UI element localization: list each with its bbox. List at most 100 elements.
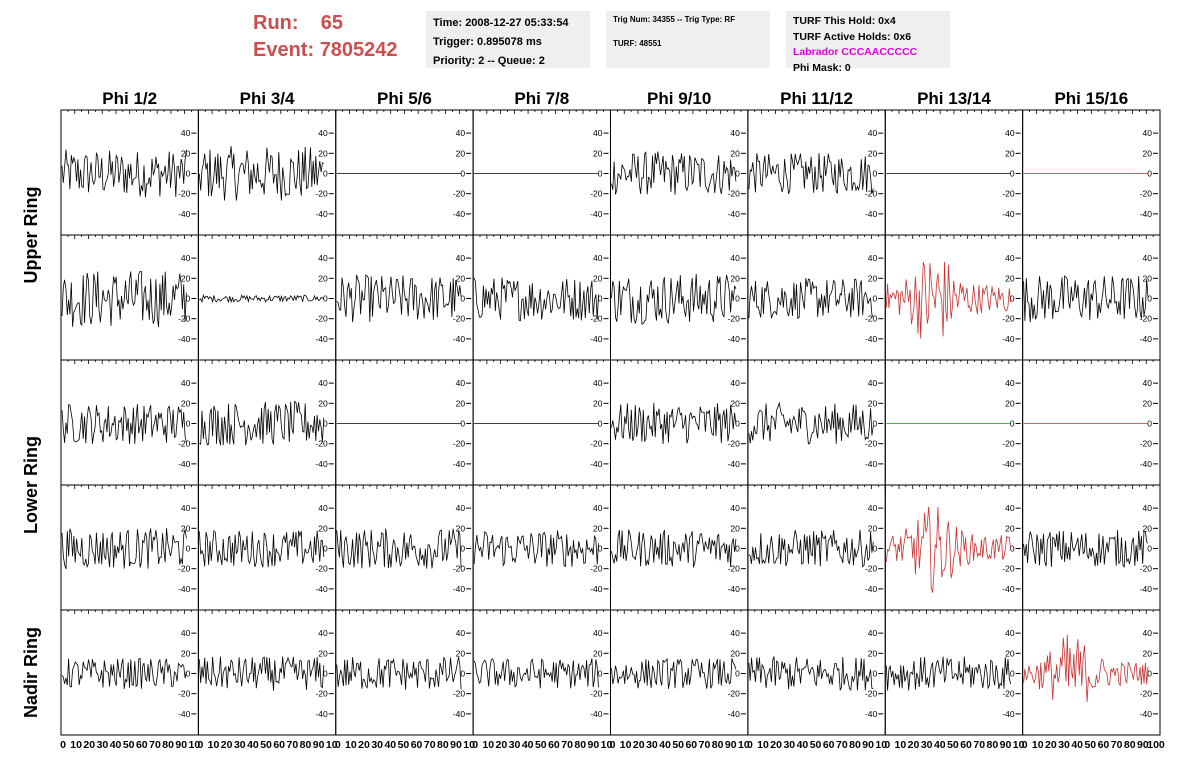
y-tick-label: -40 [315,209,328,219]
waveform-trace [336,656,462,690]
y-tick-label: -40 [1002,209,1015,219]
y-tick-label: 40 [1005,628,1015,638]
y-tick-label: 0 [323,419,328,429]
y-tick-label: 20 [181,273,191,283]
y-tick-label: 20 [593,148,603,158]
waveform-trace [336,528,462,569]
waveform-trace [61,271,187,328]
ring-label: Upper Ring [21,187,41,284]
y-tick-label: -20 [1140,189,1153,199]
x-tick-label: 20 [1045,739,1057,751]
y-tick-label: -40 [728,709,741,719]
x-tick-label: 70 [424,739,436,751]
run-event-block: Run: 65 Event: 7805242 [253,10,398,64]
y-tick-label: -40 [590,459,603,469]
x-tick-label: 60 [960,739,972,751]
y-tick-label: 0 [186,419,191,429]
x-tick-label: 10 [345,739,357,751]
x-tick-label: 100 [1147,739,1165,751]
x-tick-label: 50 [1084,739,1096,751]
y-tick-label: 0 [1147,669,1152,679]
y-tick-label: 40 [1005,128,1015,138]
waveform-trace [473,277,599,322]
labrador-text: Labrador CCCAACCCCC [793,46,918,58]
y-tick-label: -40 [728,584,741,594]
x-tick-label: 40 [659,739,671,751]
waveform-trace [611,151,737,195]
y-tick-label: 0 [873,294,878,304]
y-tick-label: -40 [453,584,466,594]
x-tick-label: 10 [757,739,769,751]
x-tick-label: 50 [672,739,684,751]
x-tick-label: 90 [1137,739,1149,751]
waveform-trace [611,529,737,568]
y-tick-label: 40 [181,628,191,638]
y-tick-label: 40 [868,503,878,513]
y-tick-label: -40 [1140,209,1153,219]
y-tick-label: -20 [315,439,328,449]
y-tick-label: -20 [1002,439,1015,449]
column-title: Phi 13/14 [917,89,991,108]
x-tick-label: 60 [411,739,423,751]
y-tick-label: -40 [315,459,328,469]
y-tick-label: -40 [590,334,603,344]
y-tick-label: 40 [1005,253,1015,263]
run-value: 65 [320,12,344,34]
y-tick-label: 40 [593,503,603,513]
waveform-trace [748,401,874,445]
y-tick-label: 20 [593,398,603,408]
y-tick-label: 0 [460,419,465,429]
x-tick-label: 80 [300,739,312,751]
y-tick-label: 40 [1143,253,1153,263]
x-tick-label: 0 [610,739,616,751]
waveform-trace [61,149,187,198]
x-tick-label: 0 [884,739,890,751]
y-tick-label: -20 [178,189,191,199]
y-tick-label: -20 [1140,439,1153,449]
y-tick-label: 0 [186,669,191,679]
y-tick-label: -20 [728,189,741,199]
y-tick-label: 20 [181,648,191,658]
phi-mask-text: Phi Mask: 0 [793,61,851,74]
y-tick-label: 0 [323,544,328,554]
y-tick-label: 40 [730,628,740,638]
y-tick-label: -20 [178,439,191,449]
x-tick-label: 0 [472,739,478,751]
y-tick-label: -20 [315,689,328,699]
y-tick-label: 40 [456,253,466,263]
x-tick-label: 10 [326,739,338,751]
waveform-trace [61,404,187,444]
waveform-trace [611,657,737,689]
y-tick-label: 20 [456,148,466,158]
y-tick-label: 20 [1005,398,1015,408]
x-tick-label: 10 [620,739,632,751]
y-tick-label: 20 [1005,523,1015,533]
y-tick-label: 0 [1010,544,1015,554]
waveform-trace [1023,275,1149,323]
y-tick-label: -20 [315,314,328,324]
y-tick-label: -20 [865,439,878,449]
y-tick-label: -40 [1140,459,1153,469]
waveform-trace [748,278,874,320]
y-tick-label: -40 [178,459,191,469]
y-tick-label: -20 [453,564,466,574]
x-tick-label: 80 [437,739,449,751]
y-tick-label: 40 [730,378,740,388]
x-tick-label: 30 [234,739,246,751]
x-tick-label: 80 [712,739,724,751]
trig-num-text: Trig Num: 34355 -- Trig Type: RF [613,15,736,24]
y-tick-label: -20 [1002,689,1015,699]
x-tick-label: 0 [1022,739,1028,751]
y-tick-label: -40 [315,709,328,719]
y-tick-label: 20 [868,398,878,408]
y-tick-label: -20 [453,189,466,199]
y-tick-label: 0 [598,544,603,554]
x-tick-label: 10 [895,739,907,751]
y-tick-label: 0 [873,669,878,679]
waveform-trace [1023,530,1149,569]
y-tick-label: -20 [865,189,878,199]
y-tick-label: -20 [865,314,878,324]
x-tick-label: 90 [862,739,874,751]
x-tick-label: 0 [335,739,341,751]
